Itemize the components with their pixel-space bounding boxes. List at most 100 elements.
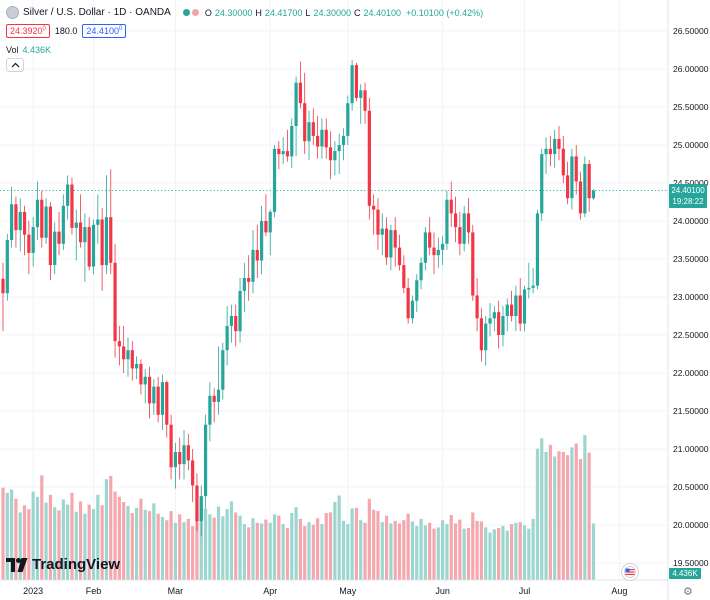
candle-body bbox=[260, 221, 264, 261]
price-axis[interactable]: 26.50000 26.00000 25.50000 25.00000 24.50000… bbox=[673, 26, 709, 568]
open-label: O bbox=[204, 7, 212, 18]
tradingview-logo[interactable]: TradingView bbox=[6, 556, 120, 573]
volume-bar bbox=[501, 526, 505, 580]
volume-bar bbox=[182, 522, 186, 580]
volume-bar bbox=[574, 443, 578, 580]
time-tick-label: Aug bbox=[611, 586, 627, 596]
candle-body bbox=[242, 278, 246, 291]
volume-bar bbox=[117, 496, 121, 580]
volume-bar bbox=[35, 496, 40, 580]
volume-bar bbox=[328, 512, 333, 580]
volume-bar bbox=[277, 515, 281, 580]
candle-body bbox=[247, 278, 251, 282]
gear-icon: ⚙ bbox=[683, 586, 693, 598]
volume-bar bbox=[441, 520, 445, 580]
candle-body bbox=[488, 318, 492, 324]
candle-body bbox=[341, 135, 346, 145]
candle-body bbox=[294, 82, 298, 126]
candle-body bbox=[436, 249, 440, 256]
candle-body bbox=[165, 382, 169, 425]
candle-body bbox=[35, 199, 40, 228]
volume-bar bbox=[462, 528, 466, 580]
collapse-legend-button[interactable] bbox=[6, 58, 24, 72]
candle-body bbox=[509, 304, 514, 316]
events-flag-button[interactable] bbox=[621, 563, 639, 581]
candle-body bbox=[514, 295, 518, 316]
volume-bar bbox=[109, 476, 113, 580]
candle-body bbox=[445, 199, 449, 244]
trade-buttons: 24.39200 180.0 24.41000 bbox=[6, 24, 127, 38]
candle-body bbox=[475, 295, 479, 319]
candle-body bbox=[152, 386, 156, 404]
candlesticks bbox=[1, 59, 596, 537]
chart-legend: Silver / U.S. Dollar · 1D · OANDA O 24.30… bbox=[6, 6, 483, 19]
candle-body bbox=[367, 110, 371, 206]
volume-bar bbox=[281, 524, 285, 580]
us-flag-icon bbox=[624, 566, 636, 578]
candle-body bbox=[324, 129, 328, 148]
volume-bar bbox=[548, 444, 552, 580]
volume-bar bbox=[484, 527, 488, 580]
candle-body bbox=[268, 211, 272, 233]
volume-axis-label: 4.436K bbox=[669, 568, 701, 579]
candle-body bbox=[441, 243, 445, 250]
volume-bar bbox=[458, 519, 462, 580]
volume-bar bbox=[234, 512, 238, 580]
open-value: 24.30000 bbox=[214, 7, 253, 18]
last-price-value: 24.40100 bbox=[671, 186, 705, 195]
volume-bar bbox=[389, 523, 393, 580]
candle-body bbox=[143, 376, 147, 385]
candle-body bbox=[591, 190, 596, 199]
volume-legend[interactable]: Vol 4.436K bbox=[6, 45, 51, 55]
candle-body bbox=[453, 213, 458, 228]
volume-bar bbox=[268, 522, 272, 580]
volume-bars bbox=[1, 435, 596, 580]
volume-bar bbox=[479, 521, 484, 580]
volume-bar bbox=[570, 447, 574, 580]
time-axis[interactable]: 2023 Feb Mar Apr May Jun Jul Aug bbox=[23, 586, 627, 596]
chart-settings-button[interactable]: ⚙ bbox=[683, 585, 693, 598]
candle-body bbox=[191, 460, 195, 486]
volume-bar bbox=[147, 511, 152, 580]
candle-body bbox=[203, 424, 208, 497]
sell-button[interactable]: 24.39200 bbox=[6, 24, 50, 38]
candle-body bbox=[501, 316, 505, 335]
volume-bar bbox=[70, 492, 74, 580]
candle-body bbox=[1, 278, 5, 294]
candle-body bbox=[10, 204, 14, 240]
volume-bar bbox=[122, 502, 126, 580]
volume-bar bbox=[557, 451, 561, 580]
candle-body bbox=[139, 363, 143, 385]
candle-body bbox=[505, 304, 509, 316]
candle-body bbox=[423, 232, 427, 263]
candle-body bbox=[531, 285, 535, 288]
candle-body bbox=[225, 325, 229, 351]
volume-bar bbox=[294, 507, 298, 580]
volume-bar bbox=[178, 514, 182, 580]
candle-body bbox=[561, 148, 565, 176]
candle-body bbox=[216, 389, 221, 402]
volume-bar bbox=[5, 492, 9, 580]
candle-body bbox=[548, 148, 552, 155]
candle-body bbox=[40, 199, 44, 238]
symbol-title[interactable]: Silver / U.S. Dollar · 1D · OANDA bbox=[23, 7, 171, 18]
market-status[interactable] bbox=[182, 9, 199, 16]
volume-bar bbox=[83, 513, 87, 580]
spread-value: 180.0 bbox=[54, 26, 78, 36]
last-price-label: 24.40100 19:28:22 bbox=[669, 184, 707, 208]
candle-body bbox=[122, 346, 126, 360]
volume-bar bbox=[591, 523, 596, 580]
candle-body bbox=[415, 280, 419, 301]
candle-body bbox=[251, 249, 255, 282]
silver-symbol-icon bbox=[6, 6, 19, 19]
candle-body bbox=[540, 154, 544, 214]
candle-body bbox=[74, 222, 78, 228]
volume-bar bbox=[423, 525, 427, 580]
candle-body bbox=[100, 219, 104, 266]
buy-button[interactable]: 24.41000 bbox=[82, 24, 127, 38]
candle-body bbox=[458, 227, 462, 244]
candle-body bbox=[169, 424, 173, 468]
price-tick-label: 20.00000 bbox=[673, 520, 709, 530]
market-alert-dot-icon bbox=[191, 9, 199, 16]
